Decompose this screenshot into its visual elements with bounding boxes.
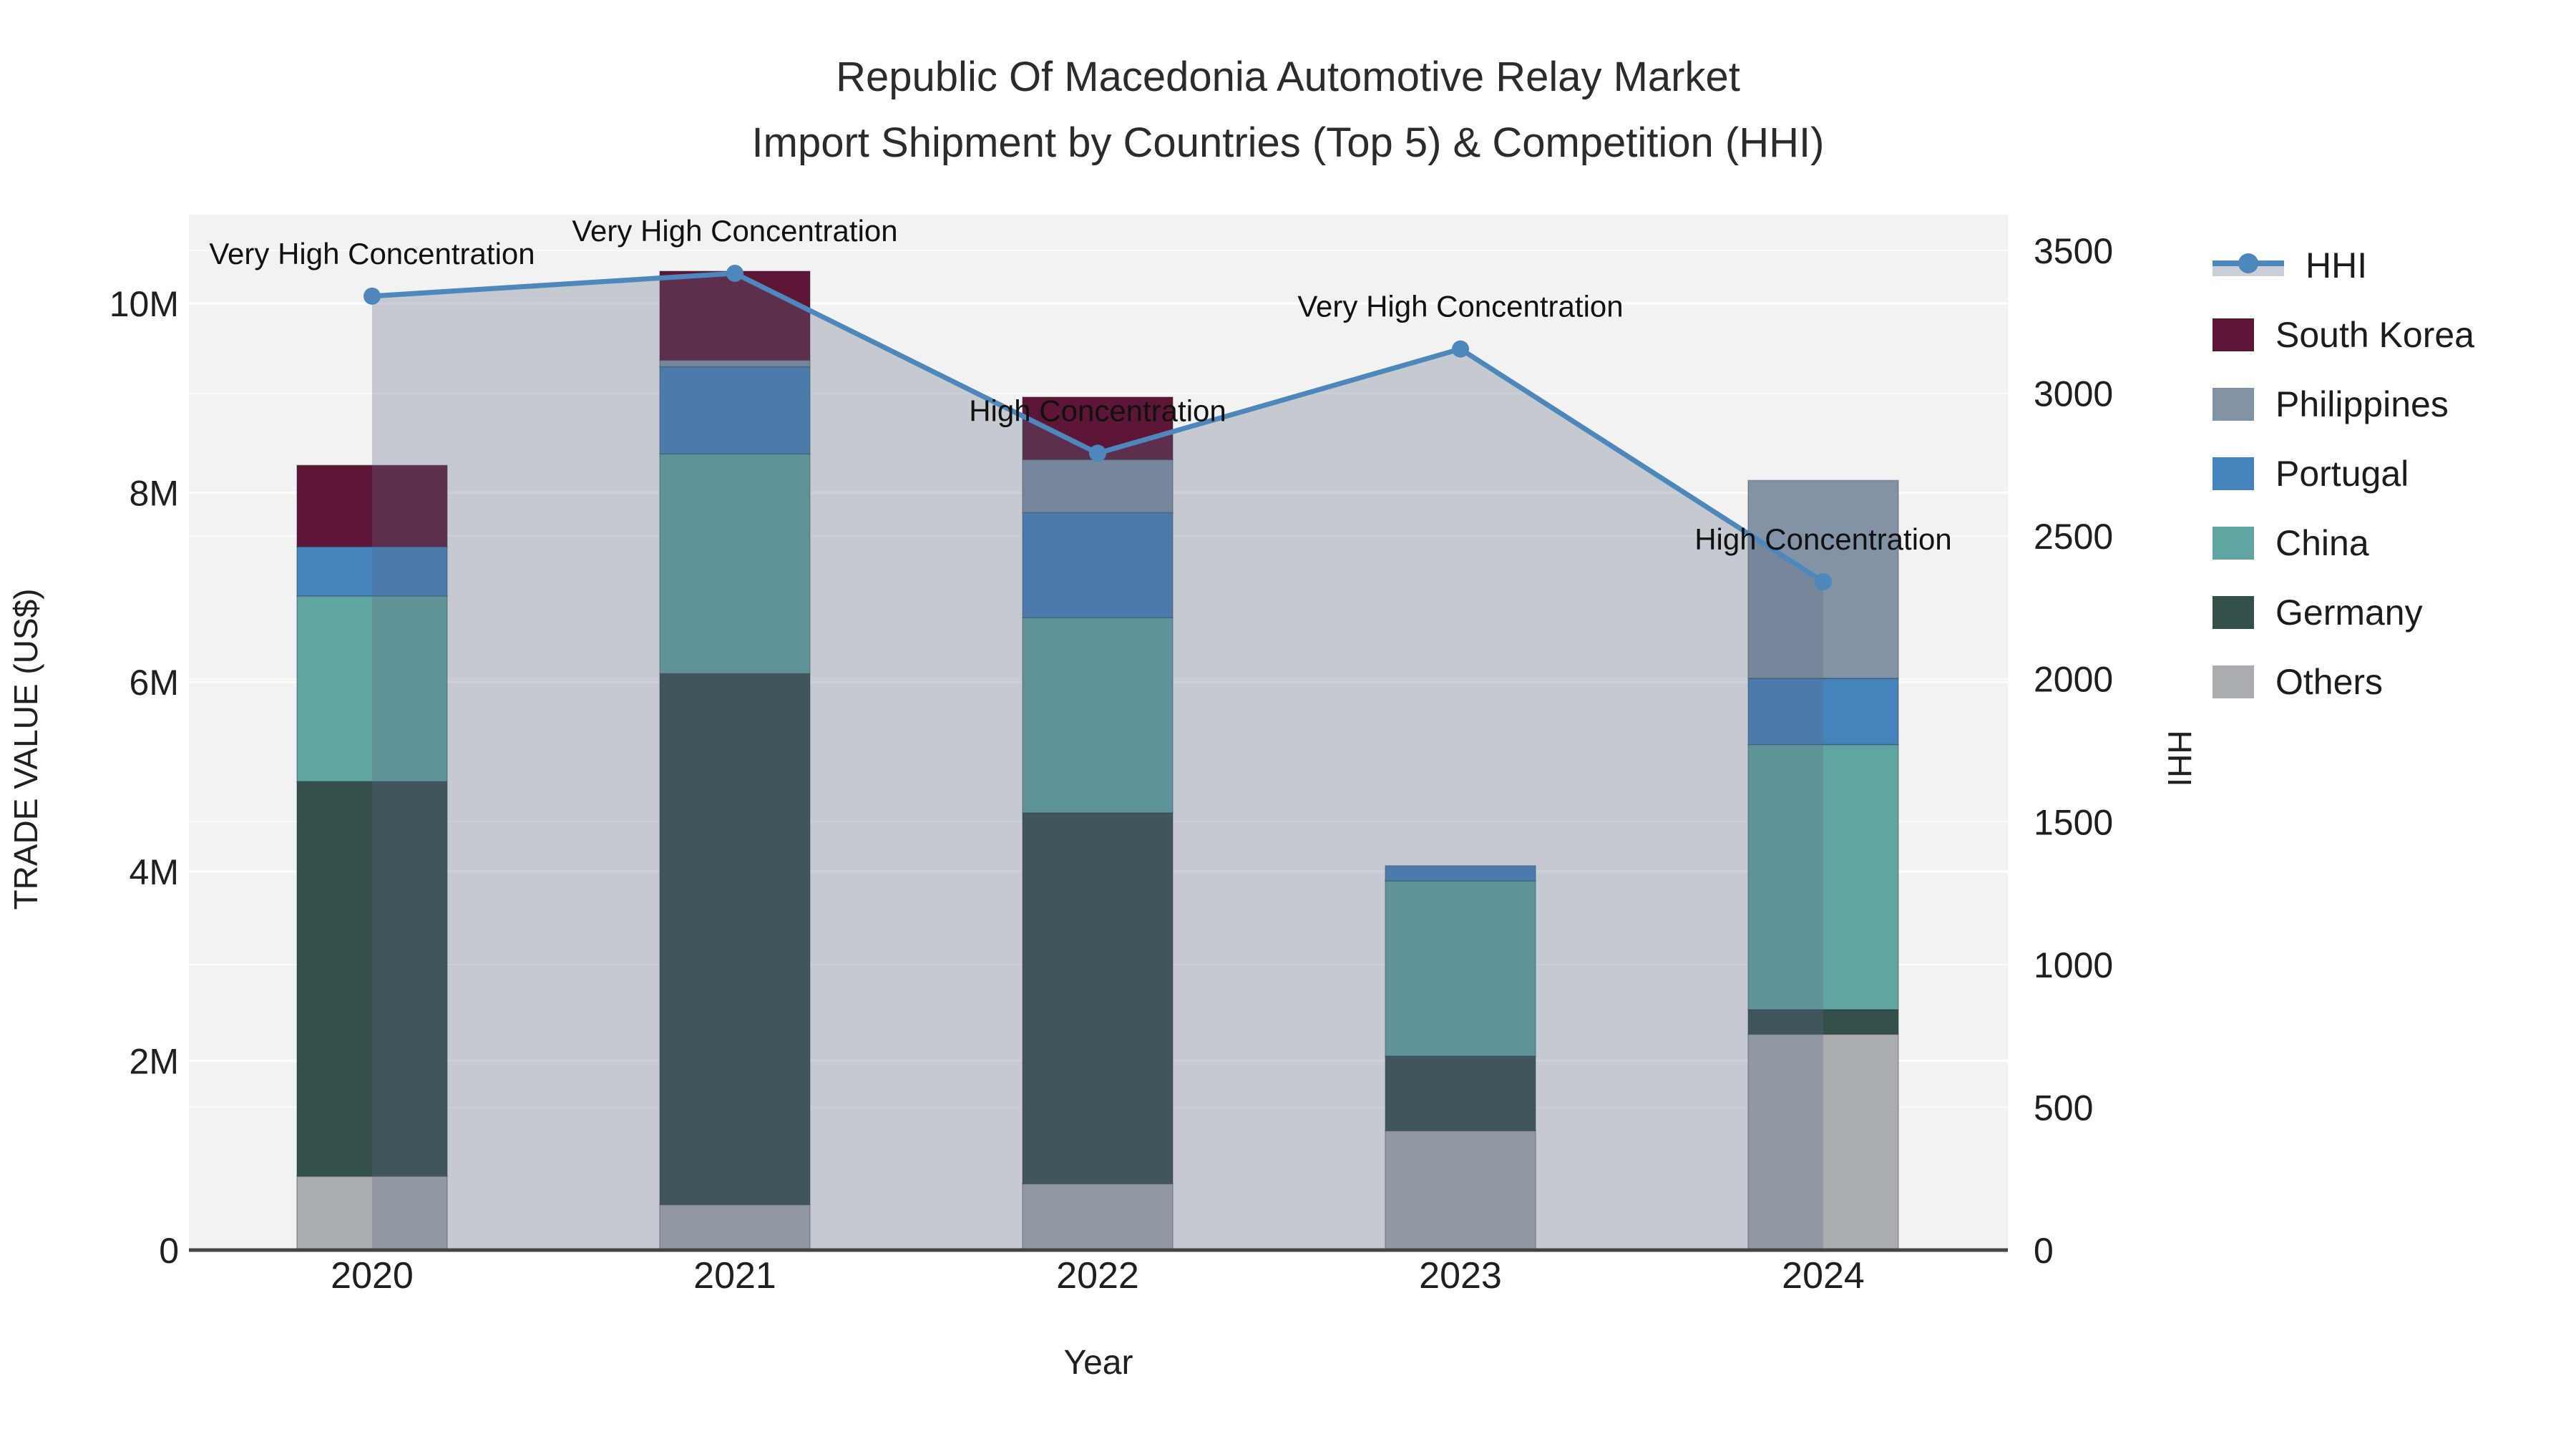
chart-title-line1: Republic Of Macedonia Automotive Relay M… <box>836 54 1740 100</box>
bar-segment-portugal-2023[interactable] <box>1385 865 1536 882</box>
legend-item-south-korea[interactable]: South Korea <box>2212 300 2570 369</box>
hhi-marker-2020[interactable] <box>364 287 381 305</box>
legend-label: Portugal <box>2275 453 2409 494</box>
y-left-tick: 6M <box>130 663 179 703</box>
legend-label: Philippines <box>2275 384 2449 424</box>
legend-item-portugal[interactable]: Portugal <box>2212 439 2570 508</box>
legend-item-others[interactable]: Others <box>2212 647 2570 716</box>
hhi-marker-2022[interactable] <box>1089 444 1106 462</box>
annotation-2022: High Concentration <box>969 394 1226 427</box>
bar-segment-portugal-2024[interactable] <box>1747 678 1899 746</box>
bar-segment-south-korea-2021[interactable] <box>659 270 811 361</box>
legend-label: Others <box>2275 661 2384 702</box>
legend-swatch-portugal <box>2212 457 2254 490</box>
y-left-tick: 2M <box>130 1041 179 1081</box>
bar-segment-china-2023[interactable] <box>1385 880 1536 1057</box>
bar-segment-others-2024[interactable] <box>1747 1033 1899 1251</box>
bar-segment-others-2020[interactable] <box>296 1176 448 1251</box>
y-left-tick: 10M <box>109 284 179 324</box>
x-tick-2020: 2020 <box>331 1255 414 1297</box>
hhi-marker-2024[interactable] <box>1815 573 1832 591</box>
legend-swatch-germany <box>2212 595 2254 629</box>
bar-segment-portugal-2021[interactable] <box>659 366 811 455</box>
x-axis-title: Year <box>1064 1344 1133 1382</box>
y-right-axis-title: HHI <box>2161 730 2198 786</box>
bar-segment-others-2023[interactable] <box>1385 1130 1536 1251</box>
bar-segment-china-2020[interactable] <box>296 595 448 782</box>
bar-segment-china-2021[interactable] <box>659 453 811 675</box>
legend-item-hhi[interactable]: HHI <box>2212 230 2570 300</box>
legend-swatch-philippines <box>2212 387 2254 421</box>
x-tick-2024: 2024 <box>1782 1255 1865 1297</box>
x-tick-2021: 2021 <box>693 1255 776 1297</box>
y-left-tick: 0 <box>159 1231 179 1271</box>
hhi-marker-2023[interactable] <box>1452 340 1469 358</box>
annotation-2020: Very High Concentration <box>209 237 535 270</box>
annotation-2023: Very High Concentration <box>1297 290 1623 323</box>
legend-label: China <box>2275 522 2369 563</box>
y-left-axis-title: TRADE VALUE (US$) <box>7 588 44 909</box>
legend-item-china[interactable]: China <box>2212 508 2570 577</box>
legend-item-germany[interactable]: Germany <box>2212 577 2570 647</box>
bar-segment-germany-2021[interactable] <box>659 673 811 1206</box>
y-right-tick: 3000 <box>2034 374 2113 414</box>
y-left-tick: 4M <box>130 852 179 892</box>
bar-segment-south-korea-2020[interactable] <box>296 464 448 547</box>
chart-title: Republic Of Macedonia Automotive Relay M… <box>0 44 2576 176</box>
y-right-tick: 2500 <box>2034 517 2113 557</box>
bar-segment-china-2022[interactable] <box>1022 617 1174 814</box>
y-right-tick: 0 <box>2034 1231 2054 1271</box>
chart-title-line2: Import Shipment by Countries (Top 5) & C… <box>751 119 1825 166</box>
chart-legend: HHI South Korea Philippines Portugal China Ge… <box>2212 230 2570 716</box>
y-right-tick: 3500 <box>2034 231 2113 271</box>
bar-segment-philippines-2022[interactable] <box>1022 459 1174 514</box>
legend-label: Germany <box>2275 592 2423 633</box>
y-right-tick: 1500 <box>2034 802 2113 842</box>
legend-swatch-china <box>2212 526 2254 560</box>
hhi-marker-icon <box>2238 253 2258 273</box>
annotation-2021: Very High Concentration <box>572 214 897 248</box>
legend-label: South Korea <box>2275 314 2474 355</box>
legend-label: HHI <box>2306 245 2368 286</box>
bar-segment-germany-2024[interactable] <box>1747 1009 1899 1035</box>
y-right-tick: 500 <box>2034 1088 2093 1128</box>
hhi-line-icon <box>2212 249 2284 282</box>
bar-segment-germany-2022[interactable] <box>1022 812 1174 1185</box>
bar-segment-china-2024[interactable] <box>1747 743 1899 1010</box>
y-right-tick: 2000 <box>2034 660 2113 700</box>
legend-swatch-others <box>2212 665 2254 698</box>
hhi-marker-2021[interactable] <box>726 264 743 282</box>
x-tick-2023: 2023 <box>1419 1255 1502 1297</box>
bar-segment-portugal-2022[interactable] <box>1022 512 1174 618</box>
y-left-tick: 8M <box>130 474 179 514</box>
hhi-area-fill <box>372 273 1823 1251</box>
bar-segment-germany-2023[interactable] <box>1385 1055 1536 1132</box>
legend-swatch-south-korea <box>2212 318 2254 351</box>
x-tick-2022: 2022 <box>1056 1255 1139 1297</box>
legend-item-philippines[interactable]: Philippines <box>2212 369 2570 439</box>
annotation-2024: High Concentration <box>1694 522 1952 556</box>
bar-segment-germany-2020[interactable] <box>296 781 448 1177</box>
y-right-tick: 1000 <box>2034 945 2113 985</box>
